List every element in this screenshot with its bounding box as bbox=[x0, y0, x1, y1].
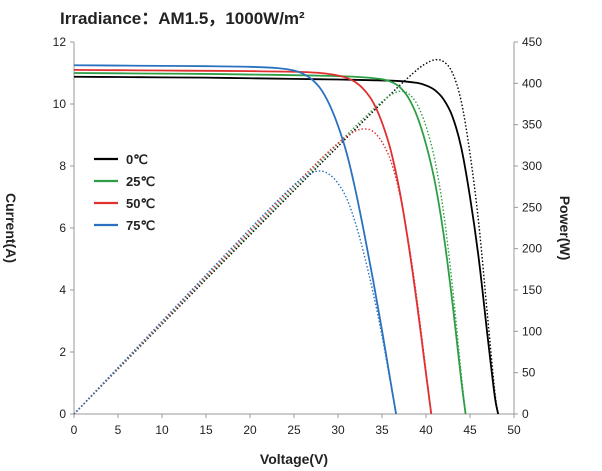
y-right-tick-label: 300 bbox=[522, 159, 542, 173]
power-curve-25c bbox=[73, 90, 467, 415]
y-left-tick-label: 4 bbox=[59, 283, 66, 297]
y-right-tick-label: 100 bbox=[522, 324, 542, 338]
legend-label: 25℃ bbox=[126, 174, 155, 189]
y-left-tick-label: 10 bbox=[53, 97, 67, 111]
x-tick-label: 10 bbox=[155, 423, 169, 437]
current-curve-25c bbox=[73, 72, 467, 415]
x-tick-label: 0 bbox=[71, 423, 78, 437]
y-right-axis-title: Power(W) bbox=[557, 196, 573, 261]
y-left-tick-label: 6 bbox=[59, 221, 66, 235]
current-curve-0c bbox=[73, 75, 500, 415]
legend: 0℃ 25℃ 50℃ 75℃ bbox=[94, 152, 155, 233]
x-tick-label: 30 bbox=[331, 423, 345, 437]
y-left-tick-label: 12 bbox=[53, 35, 67, 49]
x-tick-label: 25 bbox=[287, 423, 301, 437]
tick-layer: 0 5 10 15 20 25 30 35 40 45 5002468101205010015020… bbox=[53, 35, 543, 437]
legend-label: 75℃ bbox=[126, 218, 155, 233]
x-tick-label: 15 bbox=[199, 423, 213, 437]
x-axis-title: Voltage(V) bbox=[260, 451, 328, 467]
power-curve-0c bbox=[73, 58, 499, 415]
y-left-axis-title: Current(A) bbox=[3, 193, 19, 263]
x-tick-label: 35 bbox=[375, 423, 389, 437]
y-right-tick-label: 400 bbox=[522, 76, 542, 90]
y-right-tick-label: 250 bbox=[522, 200, 542, 214]
current-curve-75c bbox=[73, 64, 397, 415]
y-right-tick-label: 450 bbox=[522, 35, 542, 49]
x-tick-label: 40 bbox=[419, 423, 433, 437]
y-left-tick-label: 2 bbox=[59, 345, 66, 359]
y-right-tick-label: 0 bbox=[522, 407, 529, 421]
power-curve-75c bbox=[73, 170, 397, 415]
chart-title: Irradiance：AM1.5，1000W/m² bbox=[60, 9, 305, 28]
legend-label: 50℃ bbox=[126, 196, 155, 211]
y-right-tick-label: 150 bbox=[522, 283, 542, 297]
power-curve-50c bbox=[73, 128, 432, 415]
x-tick-label: 5 bbox=[115, 423, 122, 437]
legend-label: 0℃ bbox=[126, 152, 148, 167]
series-layer bbox=[73, 58, 500, 415]
y-right-tick-label: 50 bbox=[522, 366, 536, 380]
plot-area: 0 5 10 15 20 25 30 35 40 45 5002468101205010015020… bbox=[53, 35, 543, 437]
y-right-tick-label: 200 bbox=[522, 242, 542, 256]
y-left-tick-label: 8 bbox=[59, 159, 66, 173]
x-tick-label: 20 bbox=[243, 423, 257, 437]
y-left-tick-label: 0 bbox=[59, 407, 66, 421]
x-tick-label: 50 bbox=[507, 423, 521, 437]
y-right-tick-label: 350 bbox=[522, 118, 542, 132]
x-tick-label: 45 bbox=[463, 423, 477, 437]
current-curve-50c bbox=[73, 69, 433, 415]
